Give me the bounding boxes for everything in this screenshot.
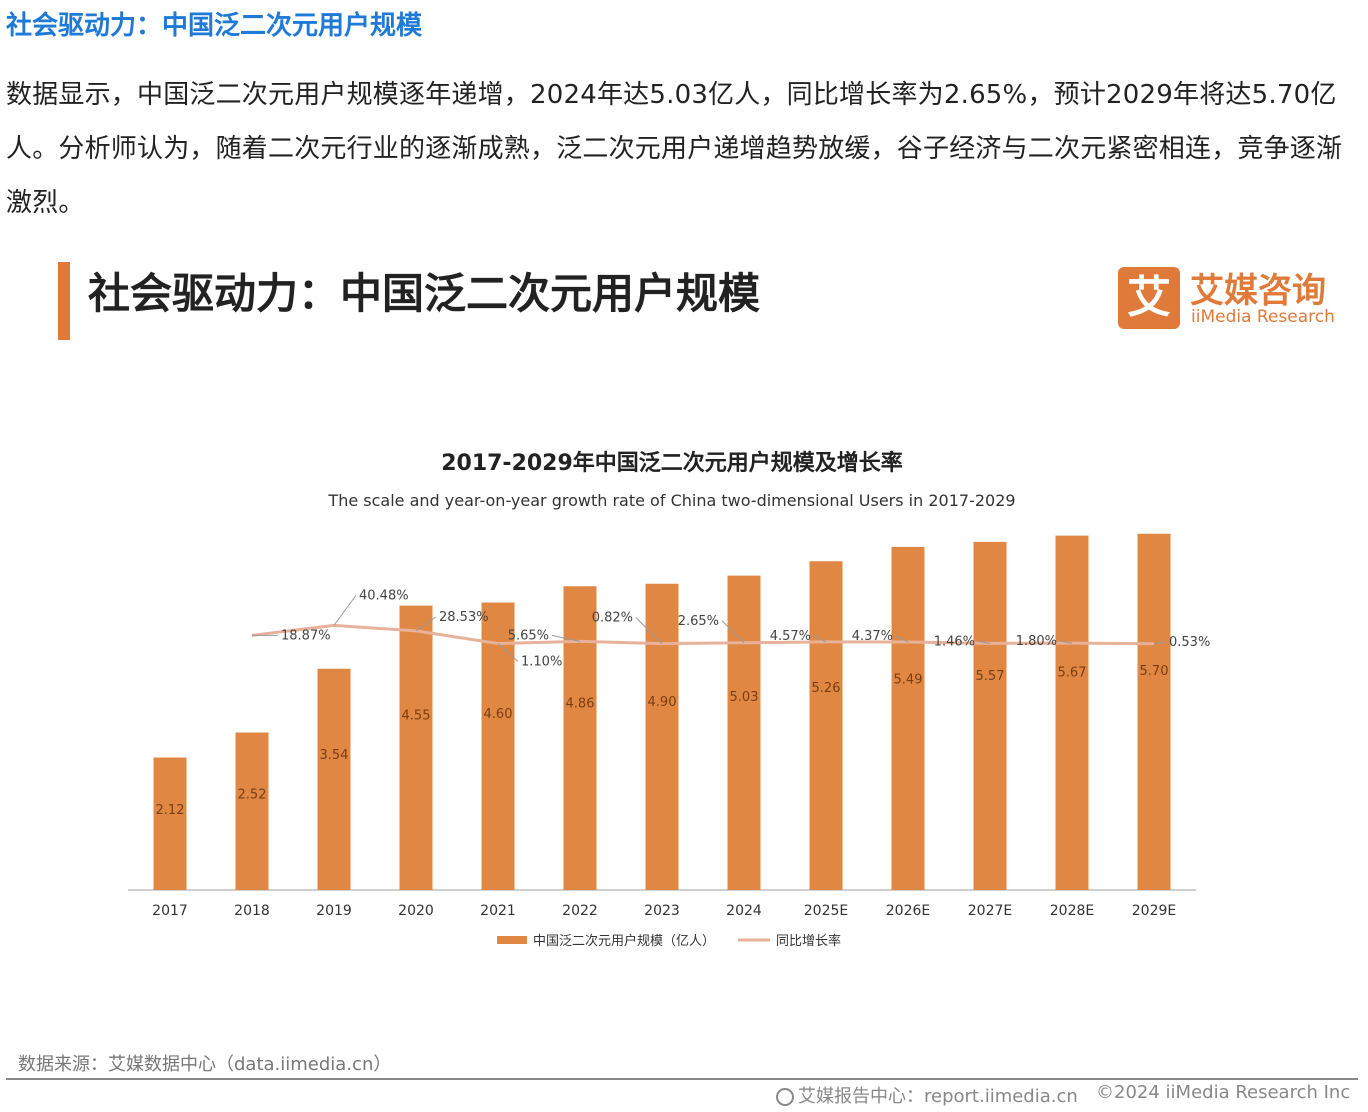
bar-2025E <box>809 561 843 890</box>
growth-leader-line <box>333 595 357 626</box>
x-tick-label: 2018 <box>234 903 270 919</box>
growth-leader-line <box>721 620 745 644</box>
growth-rate-label: 4.37% <box>852 629 893 644</box>
x-tick-label: 2019 <box>316 903 352 919</box>
bar-value-label: 5.03 <box>730 690 759 705</box>
growth-leader-line <box>1059 640 1073 644</box>
growth-line-group: 18.87% 40.48% 28.53% 1.10% 5.65% 0.82% 2.65% 4.… <box>251 588 1210 669</box>
growth-rate-label: 4.57% <box>770 629 811 644</box>
bar-value-label: 4.60 <box>484 707 513 722</box>
growth-leader-line <box>895 635 909 643</box>
growth-leader-line <box>977 640 991 644</box>
bar-value-label: 4.86 <box>566 697 595 712</box>
x-tick-label: 2024 <box>726 903 762 919</box>
bar-value-label: 4.90 <box>648 695 677 710</box>
legend-bar-label: 中国泛二次元用户规模（亿人） <box>533 933 715 949</box>
bar-value-label: 3.54 <box>320 748 349 763</box>
growth-rate-label: 28.53% <box>439 610 489 625</box>
bar-2029E <box>1137 533 1171 890</box>
iimedia-logo: 艾 艾媒咨询 iiMedia Research <box>1118 267 1358 331</box>
bar-2018 <box>235 732 269 890</box>
logo-english-name: iiMedia Research <box>1191 307 1335 327</box>
bar-2020 <box>399 605 433 890</box>
chart-subtitle: The scale and year-on-year growth rate o… <box>327 491 1015 510</box>
globe-icon <box>776 1088 794 1106</box>
bar-value-label: 2.52 <box>238 787 267 802</box>
x-tick-label: 2028E <box>1050 903 1094 919</box>
growth-leader-line <box>813 635 827 643</box>
bar-2026E <box>891 546 925 890</box>
growth-rate-label: 2.65% <box>678 614 719 629</box>
growth-leader-line <box>551 634 581 642</box>
chart-title: 2017-2029年中国泛二次元用户规模及增长率 <box>441 450 903 476</box>
x-ticks-group: 2017 2018 2019 2020 2021 2022 2023 2024 2025E 202… <box>152 903 1176 919</box>
bar-value-label: 5.26 <box>812 681 841 696</box>
footer-divider <box>6 1078 1358 1080</box>
bar-value-label: 5.70 <box>1140 664 1169 679</box>
bar-2023 <box>645 583 679 890</box>
bars-group: 2.12 2.52 3.54 4.55 4.60 4.86 4.90 5.03 5.26 5.49… <box>153 533 1171 890</box>
bar-2017 <box>153 757 187 890</box>
footer-report-center-text: 艾媒报告中心：report.iimedia.cn <box>798 1086 1078 1107</box>
growth-rate-label: 18.87% <box>281 628 331 643</box>
x-tick-label: 2025E <box>804 903 848 919</box>
growth-rate-label: 0.82% <box>592 611 633 626</box>
x-tick-label: 2021 <box>480 903 516 919</box>
growth-leader-line <box>635 617 663 644</box>
bar-2028E <box>1055 535 1089 890</box>
footer-report-center: 艾媒报告中心：report.iimedia.cn <box>776 1082 1078 1108</box>
growth-rate-label: 5.65% <box>508 628 549 643</box>
bar-2019 <box>317 668 351 890</box>
growth-rate-label: 40.48% <box>359 588 409 603</box>
bar-2021 <box>481 602 515 890</box>
bar-value-label: 4.55 <box>402 709 431 724</box>
legend-line-label: 同比增长率 <box>776 933 841 949</box>
x-tick-label: 2029E <box>1132 903 1176 919</box>
title-accent-bar <box>58 262 70 340</box>
report-slide: 社会驱动力：中国泛二次元用户规模 艾 艾媒咨询 iiMedia Research… <box>0 240 1368 1112</box>
x-tick-label: 2027E <box>968 903 1012 919</box>
legend-bar-swatch <box>497 936 527 944</box>
footer-copyright: ©2024 iiMedia Research Inc <box>1096 1082 1351 1103</box>
logo-mark: 艾 <box>1118 267 1180 329</box>
growth-leader-line <box>415 616 437 632</box>
bar-value-label: 5.49 <box>894 672 923 687</box>
growth-rate-line <box>251 623 1155 646</box>
x-tick-label: 2017 <box>152 903 188 919</box>
legend: 中国泛二次元用户规模（亿人） 同比增长率 <box>497 933 841 949</box>
bar-value-label: 2.12 <box>156 803 185 818</box>
growth-rate-label: 0.53% <box>1169 635 1210 650</box>
chart: 2017-2029年中国泛二次元用户规模及增长率 The scale and y… <box>128 450 1210 949</box>
bar-2022 <box>563 586 597 890</box>
x-tick-label: 2020 <box>398 903 434 919</box>
data-source-note: 数据来源：艾媒数据中心（data.iimedia.cn） <box>18 1054 392 1075</box>
article-heading: 社会驱动力：中国泛二次元用户规模 <box>6 11 423 41</box>
logo-chinese-name: 艾媒咨询 <box>1190 271 1326 311</box>
growth-rate-label: 1.10% <box>521 654 562 669</box>
slide-title: 社会驱动力：中国泛二次元用户规模 <box>88 269 761 318</box>
bar-value-label: 5.67 <box>1058 665 1087 680</box>
growth-leader-line <box>497 643 519 662</box>
bar-2024 <box>727 575 761 890</box>
x-tick-label: 2026E <box>886 903 930 919</box>
article-body: 数据显示，中国泛二次元用户规模逐年递增，2024年达5.03亿人，同比增长率为2… <box>6 80 1343 218</box>
bar-value-label: 5.57 <box>976 669 1005 684</box>
growth-leader-line <box>1153 641 1167 645</box>
x-tick-label: 2022 <box>562 903 598 919</box>
x-tick-label: 2023 <box>644 903 680 919</box>
growth-rate-label: 1.80% <box>1016 634 1057 649</box>
growth-rate-label: 1.46% <box>934 634 975 649</box>
bar-2027E <box>973 541 1007 890</box>
